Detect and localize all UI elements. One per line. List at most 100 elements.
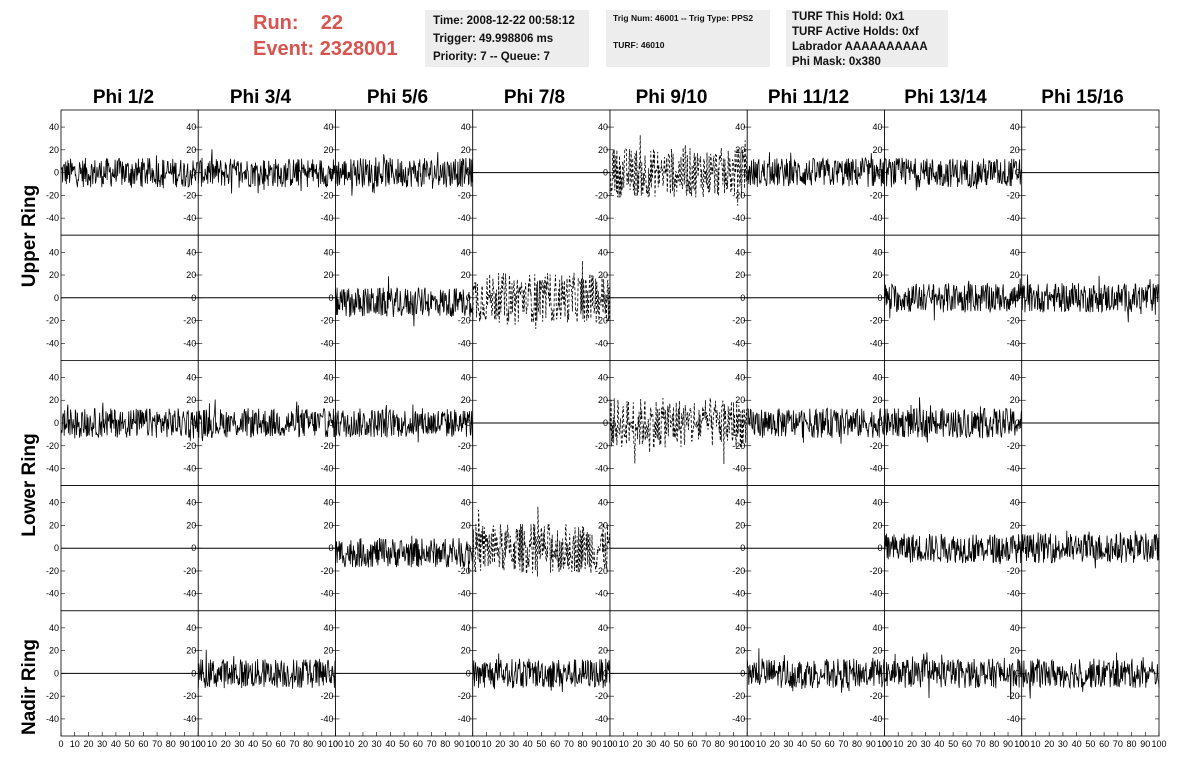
waveform [1021, 530, 1160, 569]
y-tick-label: 40 [49, 623, 59, 633]
y-tick-label: 20 [461, 646, 471, 656]
y-tick-label: 0 [740, 543, 745, 553]
panel-frame [472, 234, 611, 361]
y-tick-label: 0 [191, 668, 196, 678]
y-tick-label: 0 [191, 168, 196, 178]
event-value: 2328001 [319, 38, 398, 60]
y-tick-label: 40 [49, 498, 59, 508]
y-tick-label: -40 [183, 464, 196, 474]
y-tick-label: -40 [46, 464, 59, 474]
y-tick-label: 0 [603, 543, 608, 553]
x-tick-label: 20 [1044, 739, 1054, 749]
y-tick-label: 40 [186, 372, 196, 382]
y-tick-label: -20 [1007, 691, 1020, 701]
y-tick-label: 40 [186, 498, 196, 508]
x-tick-label: 10 [1030, 739, 1040, 749]
x-tick-label: 80 [440, 739, 450, 749]
y-tick-label: 20 [323, 646, 333, 656]
y-tick-label: -40 [320, 213, 333, 223]
x-tick-label: 30 [97, 739, 107, 749]
y-tick-label: 40 [872, 623, 882, 633]
event-row: Event: 2328001 [253, 36, 398, 62]
x-tick-label: 40 [385, 739, 395, 749]
waveform [884, 533, 1023, 565]
x-tick-label: 70 [976, 739, 986, 749]
y-tick-label: 0 [740, 168, 745, 178]
y-tick-label: -20 [320, 190, 333, 200]
y-tick-label: -40 [732, 714, 745, 724]
y-tick-label: 0 [1015, 418, 1020, 428]
y-tick-label: 40 [1010, 122, 1020, 132]
x-tick-label: 60 [276, 739, 286, 749]
y-tick-label: 40 [598, 122, 608, 132]
x-tick-label: 60 [687, 739, 697, 749]
y-tick-label: 20 [872, 270, 882, 280]
y-tick-label: 0 [603, 293, 608, 303]
waveform [60, 155, 199, 189]
y-tick-label: 0 [466, 543, 471, 553]
y-tick-label: 40 [323, 623, 333, 633]
y-tick-label: -40 [869, 338, 882, 348]
x-tick-label: 50 [536, 739, 546, 749]
x-tick-label: 70 [152, 739, 162, 749]
x-tick-label: 100 [328, 739, 343, 749]
column-header-phi-11-12: Phi 11/12 [767, 87, 850, 108]
y-tick-label: 20 [461, 145, 471, 155]
y-tick-label: 40 [323, 498, 333, 508]
y-tick-label: -20 [732, 566, 745, 576]
y-tick-label: -40 [183, 714, 196, 724]
x-tick-label: 80 [989, 739, 999, 749]
x-tick-label: 90 [454, 739, 464, 749]
x-tick-label: 70 [838, 739, 848, 749]
y-tick-label: 40 [872, 372, 882, 382]
x-tick-label: 80 [852, 739, 862, 749]
x-tick-label: 100 [465, 739, 480, 749]
waveform [884, 157, 1022, 191]
waveform [60, 402, 199, 441]
x-tick-label: 20 [358, 739, 368, 749]
x-tick-label: 80 [303, 739, 313, 749]
y-tick-label: 20 [49, 145, 59, 155]
y-tick-label: 0 [1015, 168, 1020, 178]
y-tick-label: -40 [1007, 589, 1020, 599]
x-tick-label: 90 [591, 739, 601, 749]
x-tick-label: 90 [1140, 739, 1150, 749]
y-tick-label: 0 [466, 668, 471, 678]
y-tick-label: 20 [1010, 145, 1020, 155]
y-tick-label: 40 [49, 247, 59, 257]
y-tick-label: -40 [46, 714, 59, 724]
x-tick-label: 100 [1151, 739, 1166, 749]
y-tick-label: 20 [1010, 520, 1020, 530]
y-tick-label: 40 [1010, 372, 1020, 382]
y-tick-label: 40 [872, 122, 882, 132]
y-tick-label: 0 [328, 168, 333, 178]
y-tick-label: 40 [323, 247, 333, 257]
waveform [197, 149, 336, 194]
trig-text: Trig Num: 46001 -- Trig Type: PPS2 [613, 13, 754, 23]
y-tick-label: -20 [869, 316, 882, 326]
y-tick-label: -40 [183, 213, 196, 223]
y-tick-label: 20 [872, 145, 882, 155]
waveform [472, 653, 611, 693]
waveform [747, 407, 885, 444]
waveform [335, 152, 474, 196]
x-tick-label: 20 [495, 739, 505, 749]
y-tick-label: -20 [595, 316, 608, 326]
dashed-waveform [472, 506, 611, 577]
x-tick-label: 50 [1085, 739, 1095, 749]
x-tick-label: 0 [470, 739, 475, 749]
y-tick-label: -40 [46, 589, 59, 599]
y-tick-label: -40 [1007, 213, 1020, 223]
x-tick-label: 30 [234, 739, 244, 749]
column-header-phi-1-2: Phi 1/2 [92, 87, 155, 108]
x-tick-label: 80 [578, 739, 588, 749]
y-tick-label: 40 [49, 122, 59, 132]
y-tick-label: 40 [461, 122, 471, 132]
y-tick-label: -40 [1007, 464, 1020, 474]
dashed-waveform [472, 260, 611, 330]
x-tick-label: 60 [1099, 739, 1109, 749]
x-tick-label: 80 [1127, 739, 1137, 749]
y-tick-label: -20 [732, 190, 745, 200]
x-tick-label: 50 [948, 739, 958, 749]
